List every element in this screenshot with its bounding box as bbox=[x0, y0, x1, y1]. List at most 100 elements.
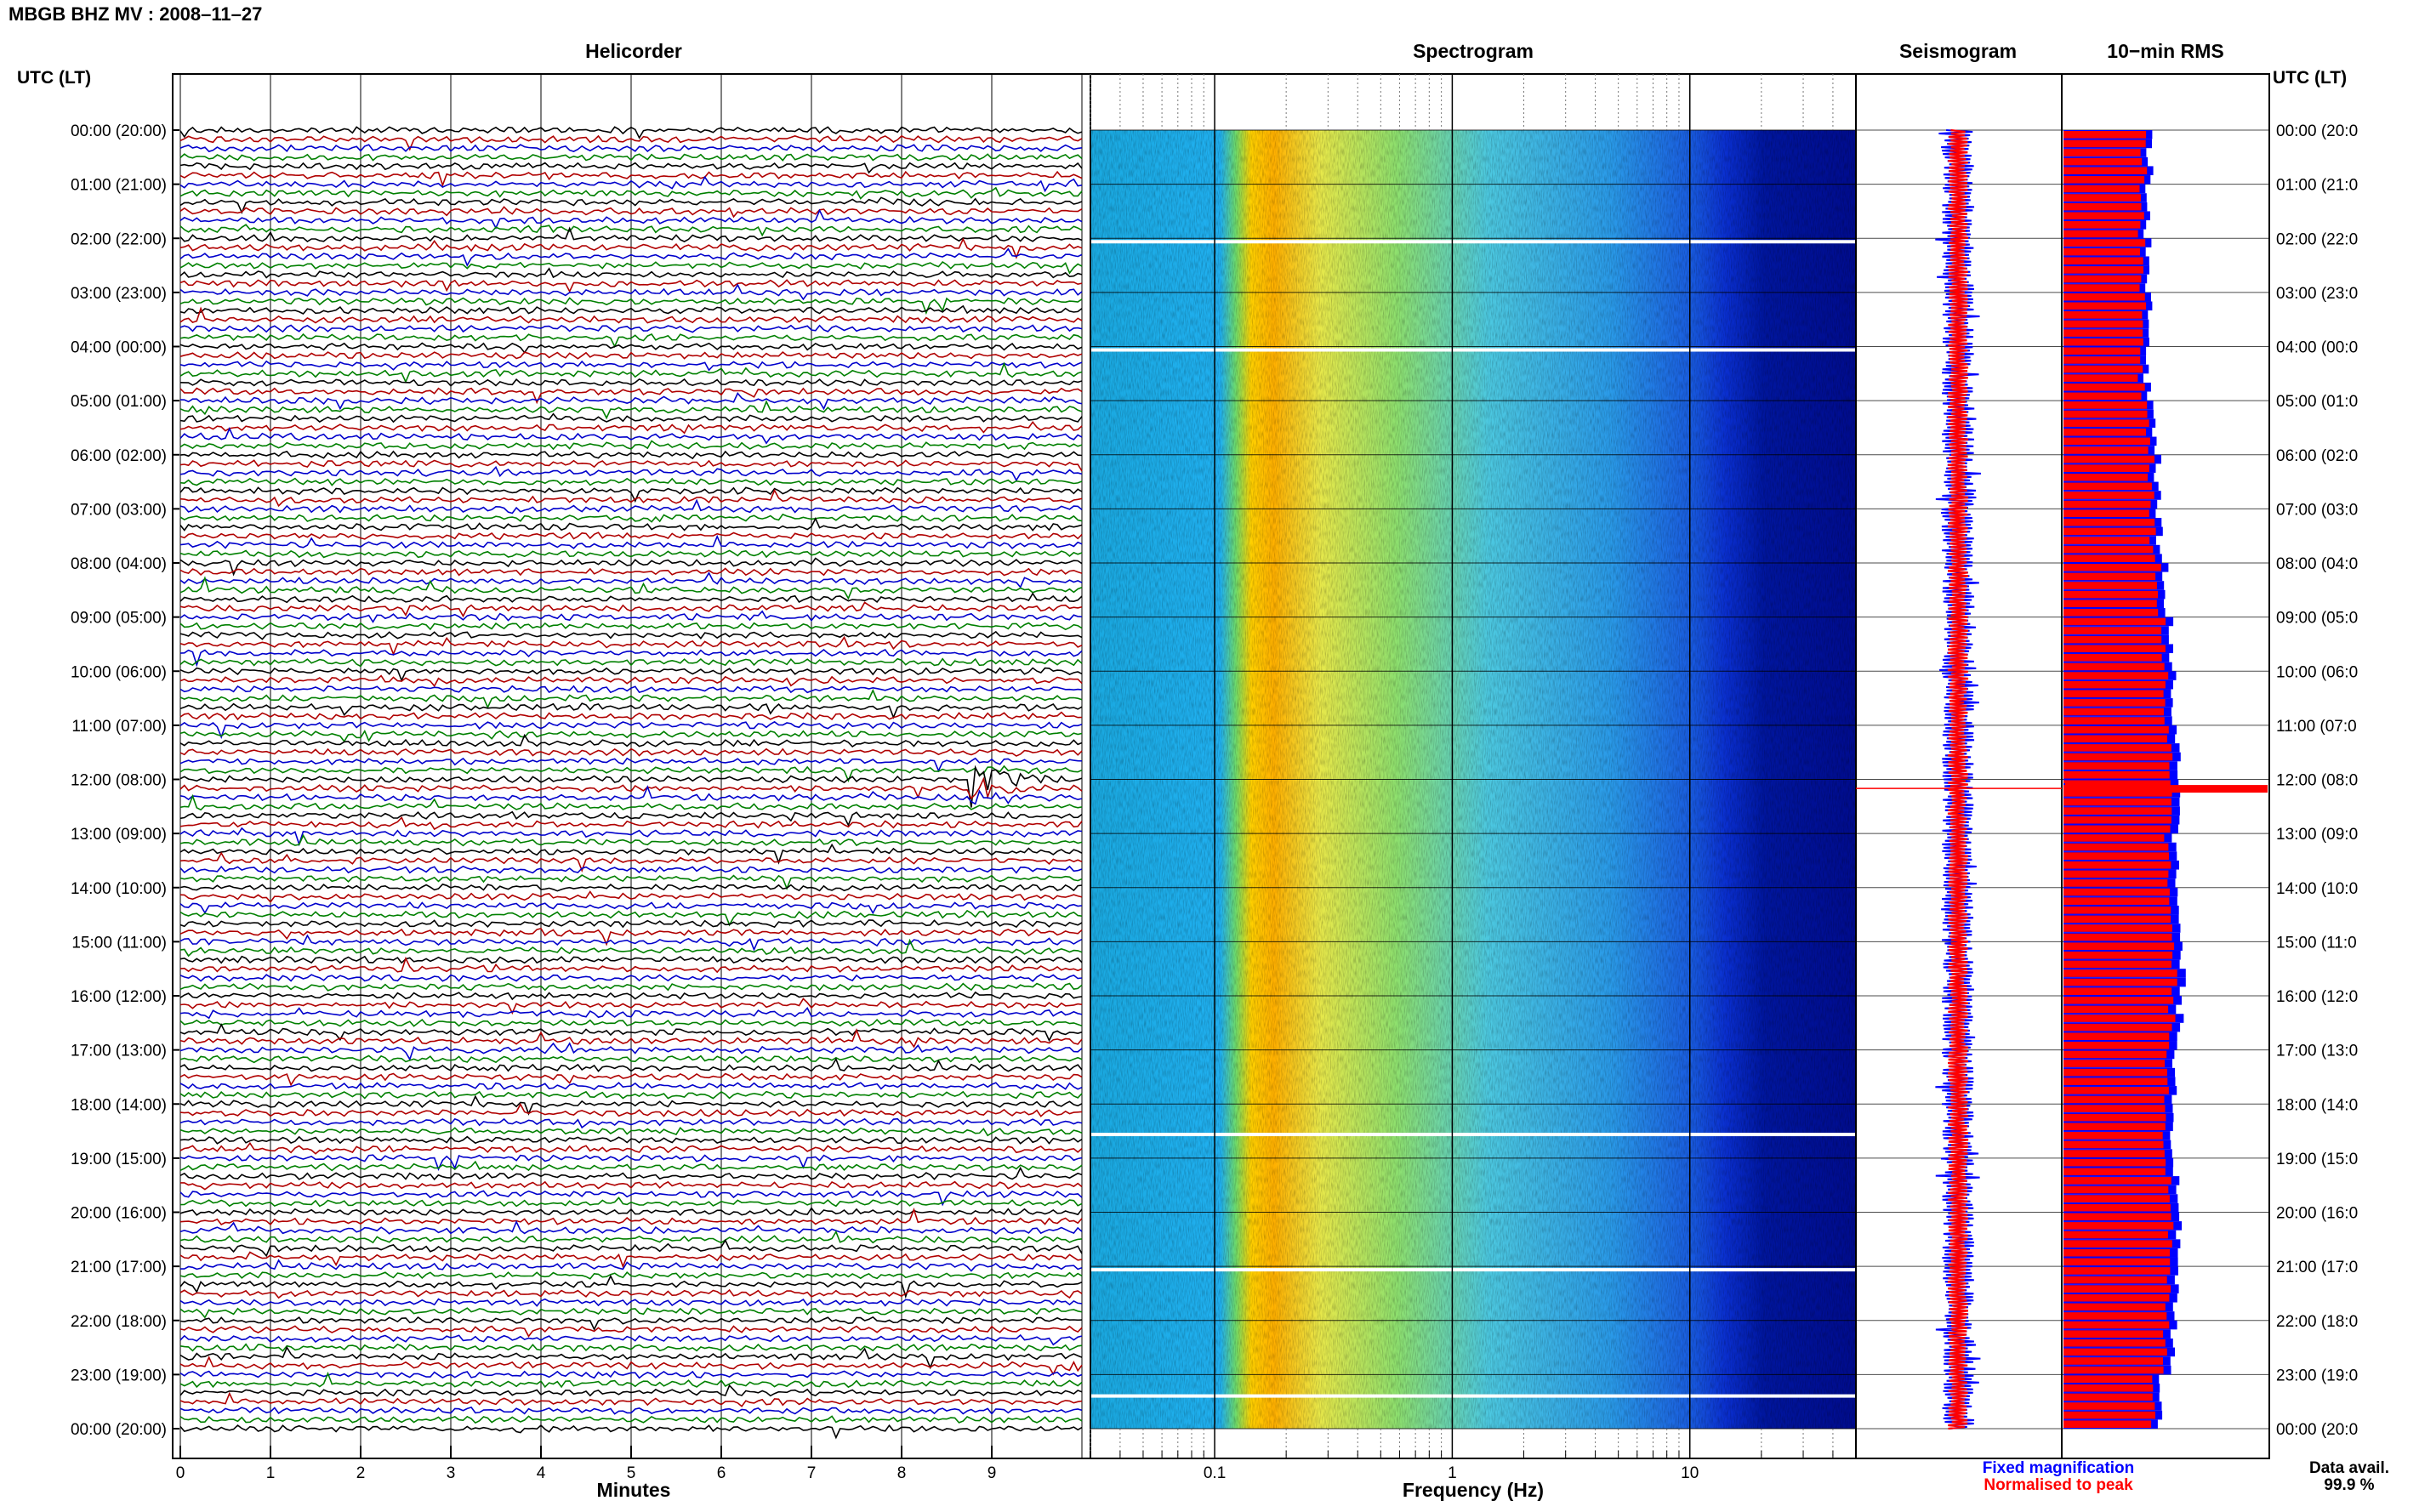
rms-bar-normalised bbox=[2063, 545, 2154, 554]
helicorder-trace bbox=[179, 1135, 1083, 1145]
helicorder-trace bbox=[179, 688, 1083, 709]
helicorder-trace bbox=[179, 833, 1083, 847]
helicorder-trace bbox=[179, 1208, 1083, 1226]
helicorder-trace bbox=[179, 420, 1083, 435]
helicorder-trace bbox=[179, 938, 1083, 958]
time-label-left: 17:00 (13:00) bbox=[71, 1043, 167, 1060]
helicorder-trace bbox=[179, 162, 1083, 174]
time-label-right: 11:00 (07:0 bbox=[2276, 718, 2357, 736]
rms-bar-normalised bbox=[2063, 717, 2165, 725]
helicorder-trace bbox=[179, 843, 1083, 865]
helicorder-trace bbox=[179, 816, 1083, 831]
rms-bar-normalised bbox=[2063, 356, 2141, 364]
rms-bar-normalised bbox=[2063, 185, 2140, 193]
helicorder-trace bbox=[179, 874, 1083, 890]
helicorder-trace bbox=[179, 1090, 1083, 1100]
rms-bar-normalised bbox=[2063, 320, 2143, 328]
rms-bar-normalised bbox=[2063, 131, 2147, 139]
time-label-right: 21:00 (17:0 bbox=[2276, 1259, 2358, 1276]
helicorder-trace bbox=[179, 1391, 1083, 1407]
helicorder-trace bbox=[179, 956, 1083, 974]
helicorder-trace bbox=[179, 324, 1083, 333]
rms-bar-normalised bbox=[2063, 834, 2165, 842]
rms-bar-normalised bbox=[2063, 627, 2162, 634]
rms-bar-normalised bbox=[2063, 401, 2148, 409]
rms-bar-normalised bbox=[2063, 789, 2172, 797]
rms-bar-normalised bbox=[2063, 275, 2142, 283]
time-label-right: 18:00 (14:0 bbox=[2276, 1096, 2358, 1114]
rms-bar-normalised bbox=[2063, 284, 2140, 292]
rms-bar-normalised bbox=[2063, 1303, 2166, 1311]
rms-bar-normalised bbox=[2063, 879, 2168, 887]
helicorder-trace bbox=[179, 630, 1083, 640]
helicorder-trace bbox=[179, 974, 1083, 982]
rms-bar-normalised bbox=[2063, 1050, 2167, 1059]
time-label-left: 19:00 (15:00) bbox=[71, 1151, 167, 1168]
helicorder-trace bbox=[179, 134, 1083, 151]
time-label-left: 15:00 (11:00) bbox=[71, 934, 167, 952]
rms-bar-normalised bbox=[2063, 428, 2146, 436]
rms-bar-normalised bbox=[2063, 1195, 2170, 1202]
time-label-right: 20:00 (16:0 bbox=[2276, 1205, 2358, 1223]
helicorder-trace bbox=[179, 702, 1083, 719]
rms-bar-normalised bbox=[2063, 518, 2155, 526]
helicorder-trace bbox=[179, 1370, 1083, 1379]
hour-grid bbox=[173, 129, 2269, 1430]
helicorder-trace bbox=[179, 1117, 1083, 1129]
time-label-left: 11:00 (07:00) bbox=[71, 718, 167, 736]
helicorder-trace bbox=[179, 247, 1083, 267]
time-label-right: 17:00 (13:0 bbox=[2276, 1043, 2358, 1060]
helicorder-trace bbox=[179, 1238, 1083, 1258]
time-label-left: 23:00 (19:00) bbox=[71, 1367, 167, 1384]
rms-bar-normalised bbox=[2063, 437, 2150, 446]
utc-label-right: UTC (LT) bbox=[2273, 68, 2347, 88]
helicorder-trace bbox=[179, 1160, 1083, 1172]
helicorder-trace bbox=[179, 1219, 1083, 1235]
helicorder-trace bbox=[180, 1259, 1083, 1272]
rms-bar-normalised bbox=[2063, 1411, 2155, 1419]
helicorder-trace bbox=[179, 387, 1083, 405]
helicorder-trace bbox=[179, 1415, 1083, 1424]
rms-bar-normalised bbox=[2063, 1005, 2169, 1014]
rms-bar-normalised bbox=[2063, 139, 2146, 148]
rms-bar-normalised bbox=[2063, 1068, 2167, 1077]
helicorder-trace bbox=[179, 601, 1083, 618]
helicorder-trace bbox=[179, 648, 1083, 668]
helicorder-trace bbox=[179, 450, 1083, 460]
spectrogram-gap bbox=[1090, 348, 1856, 352]
time-label-right: 01:00 (21:0 bbox=[2276, 177, 2358, 195]
panel-title-helicorder: Helicorder bbox=[585, 40, 682, 62]
rms-bar-normalised bbox=[2063, 374, 2138, 382]
time-label-right: 14:00 (10:0 bbox=[2276, 880, 2358, 898]
rms-bar-normalised bbox=[2063, 780, 2171, 788]
rms-bar-normalised bbox=[2063, 1060, 2166, 1067]
time-label-left: 20:00 (16:00) bbox=[71, 1205, 167, 1223]
helicorder-x-tick-label: 7 bbox=[807, 1464, 817, 1482]
time-label-left: 09:00 (05:00) bbox=[71, 610, 167, 628]
helicorder-trace bbox=[179, 883, 1083, 892]
rms-bar-normalised bbox=[2063, 798, 2171, 806]
time-label-right: 08:00 (04:0 bbox=[2276, 555, 2358, 573]
rms-bar-normalised bbox=[2063, 221, 2141, 229]
panel-title-seismogram: Seismogram bbox=[1899, 40, 2017, 62]
helicorder-trace bbox=[179, 427, 1083, 445]
helicorder-trace bbox=[179, 392, 1083, 411]
panel-title-rms: 10−min RMS bbox=[2107, 40, 2223, 62]
helicorder-x-tick-label: 5 bbox=[627, 1464, 636, 1482]
rms-bar-normalised bbox=[2063, 302, 2147, 310]
legend-normalised-to-peak: Normalised to peak bbox=[1984, 1476, 2133, 1494]
rms-bar-normalised bbox=[2063, 1140, 2164, 1149]
rms-bar-normalised bbox=[2063, 762, 2170, 770]
helicorder-trace bbox=[179, 1166, 1083, 1181]
helicorder-trace bbox=[179, 1006, 1083, 1020]
helicorder-trace bbox=[179, 549, 1083, 559]
rms-bar-normalised bbox=[2063, 635, 2162, 644]
rms-bar-normalised bbox=[2063, 1321, 2170, 1329]
rms-bar-normalised bbox=[2063, 230, 2138, 238]
rms-bar-normalised bbox=[2063, 744, 2171, 752]
rms-bar-normalised bbox=[2063, 554, 2155, 562]
time-label-left: 12:00 (08:00) bbox=[71, 772, 167, 790]
rms-bar-normalised bbox=[2063, 1402, 2155, 1410]
helicorder-trace bbox=[179, 1371, 1083, 1389]
helicorder-trace bbox=[179, 1207, 1083, 1217]
